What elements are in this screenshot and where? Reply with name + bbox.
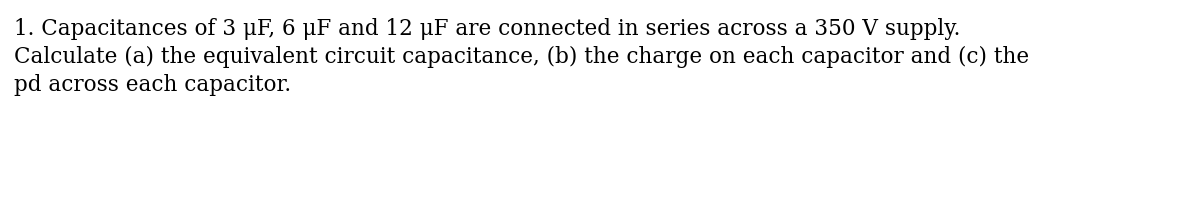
Text: Calculate (a) the equivalent circuit capacitance, (b) the charge on each capacit: Calculate (a) the equivalent circuit cap… (14, 46, 1030, 68)
Text: pd across each capacitor.: pd across each capacitor. (14, 74, 292, 96)
Text: 1. Capacitances of 3 μF, 6 μF and 12 μF are connected in series across a 350 V s: 1. Capacitances of 3 μF, 6 μF and 12 μF … (14, 18, 960, 40)
